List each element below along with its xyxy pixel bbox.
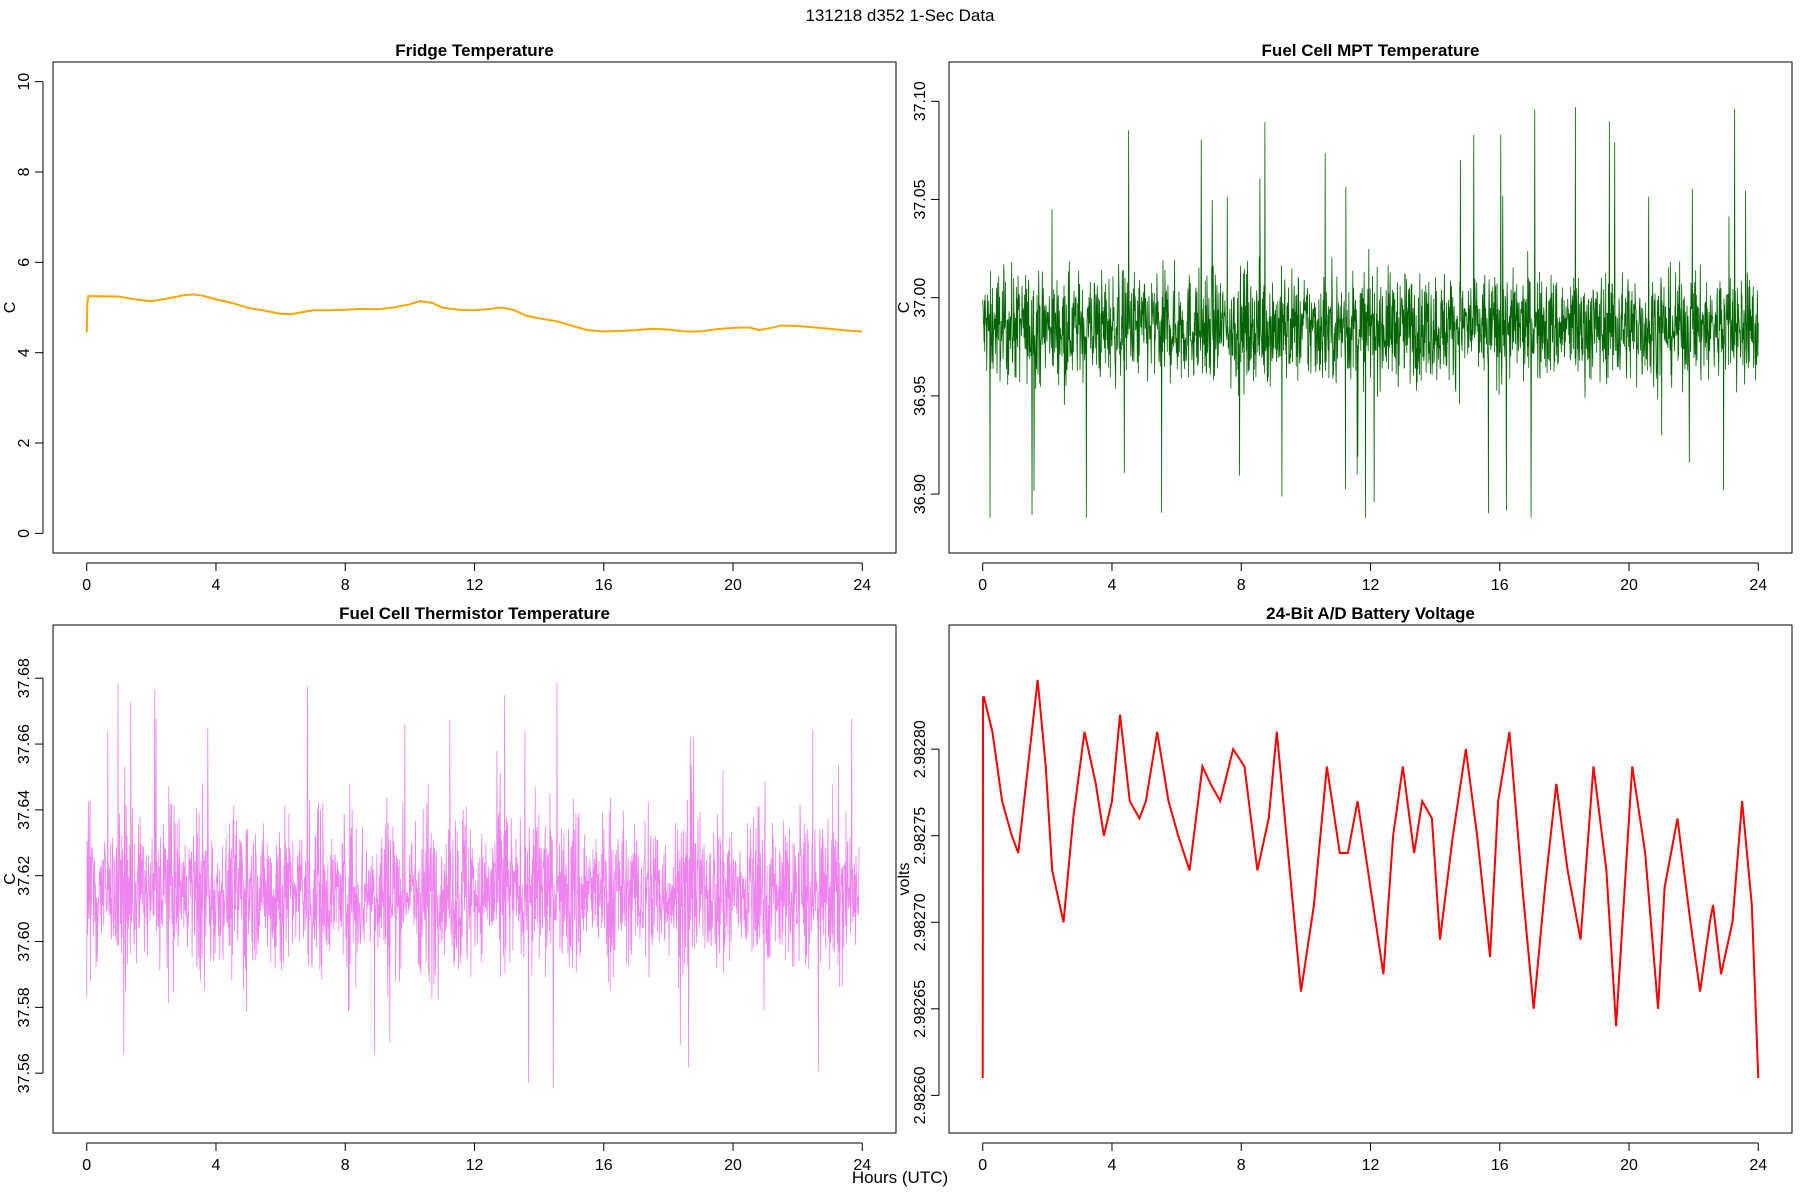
y-axis-label: C: [2, 302, 19, 314]
y-tick-label: 37.10: [912, 81, 929, 121]
y-tick-label: 2.98275: [912, 807, 929, 865]
x-axis: 0 4 8 12 16 20 24: [978, 1142, 1767, 1174]
chart-title: Fridge Temperature: [395, 41, 553, 60]
y-axis-label: volts: [896, 863, 913, 896]
x-tick-label: 8: [1237, 577, 1246, 594]
y-tick-label: 0: [16, 529, 33, 538]
y-tick-label: 8: [16, 167, 33, 176]
series-thermistor: [86, 682, 860, 1089]
y-tick-label: 37.56: [16, 1053, 33, 1093]
x-tick-label: 4: [212, 577, 221, 594]
y-tick-label: 6: [16, 258, 33, 267]
plot-frame: [948, 624, 1793, 1134]
y-tick-label: 37.68: [16, 658, 33, 698]
shared-x-axis-label: Hours (UTC): [851, 1168, 949, 1187]
plot-frame: [52, 61, 897, 554]
y-tick-label: 10: [16, 73, 33, 91]
chart-title: Fuel Cell Thermistor Temperature: [339, 604, 610, 623]
series-fridge: [85, 293, 863, 333]
y-tick-label: 37.00: [912, 278, 929, 318]
y-tick-label: 2.98280: [912, 720, 929, 778]
x-tick-label: 0: [82, 577, 91, 594]
y-tick-label: 37.62: [16, 856, 33, 896]
x-tick-label: 20: [1620, 577, 1638, 594]
x-tick-label: 4: [212, 1157, 221, 1174]
plot-frame: [52, 624, 897, 1134]
y-tick-label: 37.64: [16, 790, 33, 830]
x-axis: 0 4 8 12 16 20 24: [82, 1142, 871, 1174]
chart-title: Fuel Cell MPT Temperature: [1262, 41, 1480, 60]
x-tick-label: 12: [1362, 1157, 1380, 1174]
y-tick-label: 2.98265: [912, 980, 929, 1038]
x-tick-label: 20: [724, 577, 742, 594]
y-tick-label: 2: [16, 438, 33, 447]
x-tick-label: 8: [341, 1157, 350, 1174]
y-axis-label: C: [2, 873, 19, 885]
y-tick-label: 36.95: [912, 376, 929, 416]
y-tick-label: 37.66: [16, 724, 33, 764]
chart-title: 24-Bit A/D Battery Voltage: [1266, 604, 1475, 623]
x-axis: 0 4 8 12 16 20 24: [978, 562, 1767, 594]
x-tick-label: 8: [341, 577, 350, 594]
y-axis: 2.98260 2.98265 2.98270 2.98275 2.98280: [912, 720, 940, 1124]
y-axis: 0 2 4 6 8 10: [16, 73, 44, 538]
chart-thermistor: Fuel Cell Thermistor Temperature 0 4 8 12 16 2…: [2, 604, 897, 1174]
x-tick-label: 0: [82, 1157, 91, 1174]
series-line: [981, 679, 1760, 1079]
series-line: [86, 682, 860, 1089]
x-tick-label: 4: [1108, 577, 1117, 594]
y-tick-label: 2.98260: [912, 1066, 929, 1124]
series-battery: [981, 679, 1760, 1079]
x-tick-label: 24: [853, 577, 871, 594]
x-tick-label: 16: [1491, 577, 1509, 594]
y-tick-label: 2.98270: [912, 893, 929, 951]
x-axis: 0 4 8 12 16 20 24: [82, 562, 871, 594]
y-tick-label: 37.58: [16, 987, 33, 1027]
x-tick-label: 4: [1108, 1157, 1117, 1174]
series-mpt: [982, 107, 1759, 518]
page-title: 131218 d352 1-Sec Data: [805, 6, 995, 25]
y-tick-label: 36.90: [912, 474, 929, 514]
series-line: [982, 107, 1759, 518]
x-tick-label: 20: [724, 1157, 742, 1174]
y-tick-label: 37.60: [16, 921, 33, 961]
x-tick-label: 0: [978, 577, 987, 594]
y-axis: 37.56 37.58 37.60 37.62 37.64 37.66 37.68: [16, 658, 44, 1093]
x-tick-label: 24: [1749, 577, 1767, 594]
x-tick-label: 16: [595, 577, 613, 594]
y-axis: 36.90 36.95 37.00 37.05 37.10: [912, 81, 940, 514]
chart-mpt: Fuel Cell MPT Temperature 0 4 8 12 16 20 24 36.9…: [896, 41, 1793, 594]
x-tick-label: 0: [978, 1157, 987, 1174]
x-tick-label: 24: [1749, 1157, 1767, 1174]
x-tick-label: 16: [1491, 1157, 1509, 1174]
x-tick-label: 12: [466, 577, 484, 594]
x-tick-label: 16: [595, 1157, 613, 1174]
y-tick-label: 4: [16, 348, 33, 357]
y-axis-label: C: [896, 302, 913, 314]
x-tick-label: 20: [1620, 1157, 1638, 1174]
x-tick-label: 12: [1362, 577, 1380, 594]
x-tick-label: 12: [466, 1157, 484, 1174]
series-line: [85, 293, 863, 333]
x-tick-label: 24: [853, 1157, 871, 1174]
plot-frame: [948, 61, 1793, 554]
x-tick-label: 8: [1237, 1157, 1246, 1174]
y-tick-label: 37.05: [912, 179, 929, 219]
chart-battery: 24-Bit A/D Battery Voltage 0 4 8 12 16 20 24 2.9…: [896, 604, 1793, 1174]
